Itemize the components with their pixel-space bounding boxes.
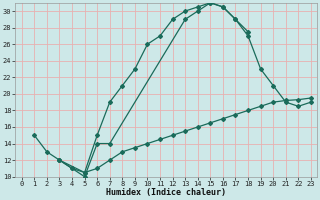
X-axis label: Humidex (Indice chaleur): Humidex (Indice chaleur) [106,188,226,197]
